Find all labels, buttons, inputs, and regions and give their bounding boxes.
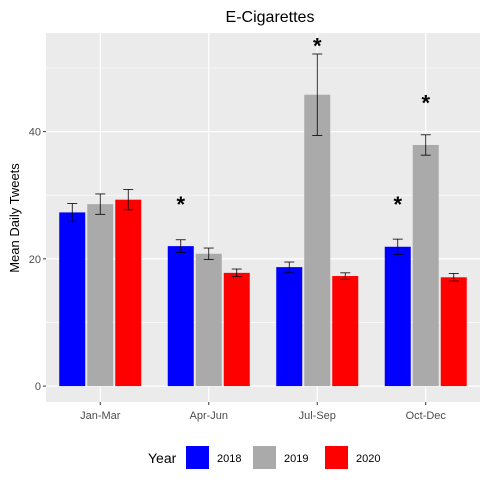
- bars: [59, 94, 467, 387]
- x-tick-label: Jul-Sep: [299, 410, 336, 422]
- significance-marker: *: [421, 91, 430, 116]
- legend-key-2019: [253, 446, 276, 469]
- y-axis-title: Mean Daily Tweets: [7, 163, 22, 273]
- legend-label-2019: 2019: [284, 453, 308, 465]
- significance-marker: *: [313, 33, 322, 58]
- legend-key-2020: [325, 446, 348, 469]
- bar-2018-Jan-Mar: [59, 212, 86, 387]
- legend-title: Year: [148, 450, 177, 466]
- legend-label-2018: 2018: [217, 453, 241, 465]
- bar-2018-Jul-Sep: [276, 267, 303, 387]
- chart-title: E-Cigarettes: [226, 9, 315, 26]
- bar-2020-Jan-Mar: [115, 199, 142, 387]
- x-tick-label: Jan-Mar: [80, 410, 121, 422]
- bar-2018-Apr-Jun: [167, 246, 194, 387]
- legend-key-2018: [186, 446, 209, 469]
- x-tick-label: Oct-Dec: [406, 410, 447, 422]
- axes: 0 20 40 Jan-Mar Apr-Jun Jul-Sep Oct-Dec: [29, 127, 447, 422]
- legend: Year 2018 2019 2020: [148, 446, 380, 469]
- annotations: * * * *: [176, 33, 430, 216]
- bar-2020-Apr-Jun: [223, 272, 250, 387]
- bar-2020-Jul-Sep: [332, 276, 359, 387]
- x-tick-label: Apr-Jun: [189, 410, 228, 422]
- bar-2019-Oct-Dec: [412, 144, 439, 387]
- significance-marker: *: [176, 192, 185, 217]
- y-tick-label: 0: [35, 381, 41, 393]
- legend-label-2020: 2020: [356, 453, 380, 465]
- error-bars: [67, 53, 459, 282]
- y-tick-label: 40: [29, 127, 41, 139]
- bar-2018-Oct-Dec: [384, 246, 411, 387]
- bar-2020-Oct-Dec: [440, 277, 467, 387]
- bar-2019-Jan-Mar: [87, 204, 114, 387]
- y-tick-label: 20: [29, 254, 41, 266]
- significance-marker: *: [393, 192, 402, 217]
- bar-2019-Apr-Jun: [195, 253, 222, 387]
- bar-2019-Jul-Sep: [304, 94, 331, 387]
